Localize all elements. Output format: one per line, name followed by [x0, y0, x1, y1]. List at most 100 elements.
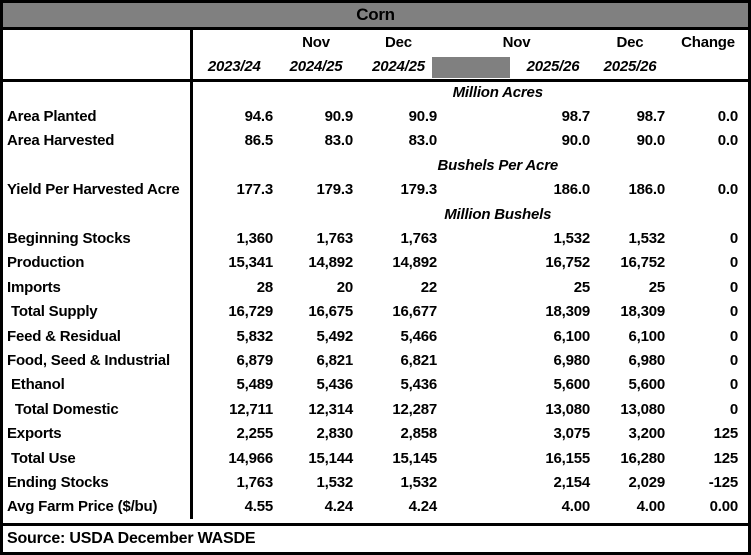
value-cell: 13,080 — [545, 400, 590, 418]
value-cell: 16,752 — [620, 254, 665, 272]
value-cell: 28 — [256, 278, 273, 296]
spacer-cell — [441, 421, 514, 445]
value-cell: 14,892 — [392, 254, 437, 272]
value-cell: 15,341 — [228, 254, 273, 272]
value-cell: 20 — [336, 278, 353, 296]
value-cell: 5,436 — [400, 376, 437, 394]
value-cell: 4.24 — [408, 498, 438, 516]
table-row: Production 15,341 14,892 14,892 16,752 16,752… — [3, 250, 748, 276]
value-cell: 0.0 — [717, 108, 738, 126]
table-row: Avg Farm Price ($/bu) 4.55 4.24 4.24 4.00 4.0… — [3, 494, 748, 520]
row-label: Avg Farm Price ($/bu) — [3, 494, 193, 520]
row-label: Imports — [3, 275, 193, 300]
value-cell: 16,155 — [545, 449, 590, 467]
value-cell: 5,600 — [553, 376, 590, 394]
year-header: 2024/25 — [356, 55, 441, 82]
row-label: Area Harvested — [3, 128, 193, 154]
value-cell: 0 — [729, 400, 738, 418]
value-cell: 6,980 — [553, 351, 590, 369]
year-header-row: 2023/24 2024/25 2024/25 2025/26 2025/26 — [3, 55, 748, 82]
value-cell: 3,075 — [553, 425, 590, 443]
table-row: Area Harvested 86.5 83.0 83.0 90.0 90.0 0.0 — [3, 128, 748, 154]
value-cell: 98.7 — [636, 108, 666, 126]
section-header: Million Bushels — [444, 205, 552, 223]
value-cell: 2,858 — [400, 425, 437, 443]
value-cell: 5,489 — [236, 376, 273, 394]
row-label: Food, Seed & Industrial — [3, 348, 193, 373]
value-cell: 4.24 — [324, 498, 354, 516]
value-cell: 0 — [729, 278, 738, 296]
row-label: Ethanol — [3, 372, 193, 398]
value-cell: 0 — [729, 303, 738, 321]
month-header: Dec — [385, 34, 412, 51]
value-cell: 125 — [713, 449, 739, 467]
year-header-empty — [668, 55, 748, 82]
value-cell: 1,763 — [400, 230, 437, 248]
value-cell: 98.7 — [561, 108, 591, 126]
spacer-cell — [441, 397, 514, 421]
section-header: Bushels Per Acre — [437, 156, 559, 174]
year-header: 2023/24 — [191, 55, 276, 82]
table-row: Ethanol 5,489 5,436 5,436 5,600 5,600 0 — [3, 372, 748, 398]
value-cell: 5,436 — [316, 376, 353, 394]
value-cell: 12,287 — [392, 400, 437, 418]
source-row: Source: USDA December WASDE — [3, 523, 748, 552]
value-cell: 12,314 — [308, 400, 353, 418]
spacer-cell — [441, 348, 514, 372]
value-cell: 83.0 — [408, 132, 438, 150]
table-row: Area Planted 94.6 90.9 90.9 98.7 98.7 0.0 — [3, 104, 748, 129]
value-cell: 14,892 — [308, 254, 353, 272]
row-label — [3, 80, 193, 105]
table-row: Total Supply 16,729 16,675 16,677 18,309 18,3… — [3, 299, 748, 324]
spacer-cell — [441, 178, 514, 202]
row-label: Exports — [3, 421, 193, 446]
month-header: Nov — [302, 34, 330, 51]
value-cell: 18,309 — [545, 303, 590, 321]
value-cell: 6,100 — [628, 327, 665, 345]
year-header: 2024/25 — [276, 55, 356, 82]
value-cell: 1,763 — [236, 473, 273, 491]
source-note: Source: USDA December WASDE — [7, 530, 256, 547]
value-cell: 4.00 — [561, 498, 591, 516]
row-label: Area Planted — [3, 104, 193, 129]
row-label: Total Supply — [3, 299, 193, 324]
value-cell: 83.0 — [324, 132, 354, 150]
spacer-cell — [441, 275, 514, 299]
value-cell: 4.00 — [636, 498, 666, 516]
value-cell: 5,466 — [400, 327, 437, 345]
spacer-cell — [441, 300, 514, 324]
value-cell: 5,492 — [316, 327, 353, 345]
value-cell: 5,600 — [628, 376, 665, 394]
section-row: Bushels Per Acre — [3, 153, 748, 178]
value-cell: 0.0 — [717, 132, 738, 150]
spacer-cell — [441, 470, 514, 494]
value-cell: 16,675 — [308, 303, 353, 321]
month-header: Nov — [502, 34, 531, 51]
table-body: Million Acres Area Planted 94.6 90.9 90.9 98.… — [3, 80, 748, 520]
value-cell: 1,532 — [400, 473, 437, 491]
value-cell: 6,980 — [628, 351, 665, 369]
value-cell: 6,100 — [553, 327, 590, 345]
value-cell: 186.0 — [553, 181, 590, 199]
value-cell: 6,821 — [316, 351, 353, 369]
year-header: 2025/26 — [514, 55, 592, 82]
balance-sheet-table: Nov Dec Nov Dec Change 2023/24 2024/25 2… — [3, 30, 748, 520]
spacer-cell — [441, 129, 514, 153]
value-cell: 12,711 — [229, 400, 273, 418]
row-label: Ending Stocks — [3, 470, 193, 495]
value-cell: 16,729 — [228, 303, 273, 321]
value-cell: 15,145 — [392, 449, 437, 467]
spacer-cell — [441, 495, 514, 519]
value-cell: 25 — [573, 278, 590, 296]
value-cell: 6,879 — [236, 351, 273, 369]
value-cell: 94.6 — [244, 108, 274, 126]
value-cell: 86.5 — [244, 132, 274, 150]
value-cell: 4.55 — [244, 498, 274, 516]
table-title-bar: Corn — [3, 3, 748, 30]
value-cell: 16,677 — [392, 303, 437, 321]
value-cell: 179.3 — [400, 181, 437, 199]
section-header: Million Acres — [452, 84, 543, 102]
value-cell: 15,144 — [308, 449, 353, 467]
value-cell: 1,532 — [553, 230, 590, 248]
